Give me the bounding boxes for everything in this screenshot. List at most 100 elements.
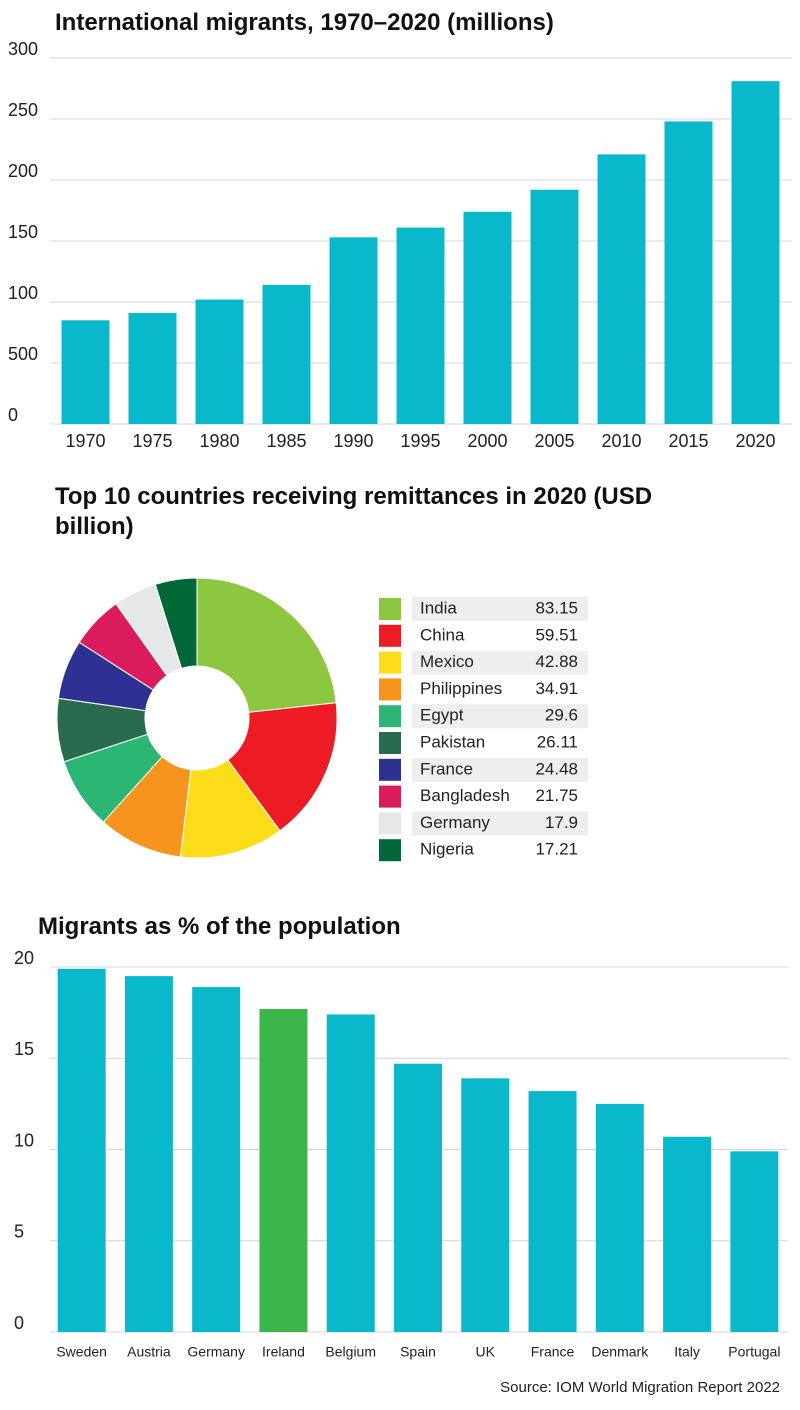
legend-label: Egypt [420,706,464,725]
chart-title: Migrants as % of the population [38,913,401,940]
legend-value: 21.75 [535,786,578,805]
legend-swatch [379,812,401,835]
legend-row-bg [412,597,588,621]
legend-row-bg [412,757,588,782]
legend-swatch [379,705,401,728]
x-tick-label: Denmark [591,1344,649,1360]
legend-swatch [379,732,401,754]
legend-label: Pakistan [420,732,485,751]
x-tick-label: 2020 [735,431,775,451]
x-tick-label: Sweden [56,1344,107,1360]
bar [192,987,241,1332]
legend-value: 26.11 [537,732,578,751]
legend-row-bg [412,704,588,729]
x-tick-label: 2005 [534,431,574,451]
y-tick-label: 0 [14,1313,24,1333]
legend-value: 17.9 [545,813,578,832]
x-tick-label: 1985 [266,431,306,451]
x-tick-label: 1980 [199,431,239,451]
legend-label: Philippines [420,679,502,698]
bar [595,1103,644,1332]
bar [124,976,173,1332]
x-tick-label: Belgium [325,1344,376,1360]
x-tick-label: 1975 [132,431,172,451]
x-tick-label: 1970 [65,431,105,451]
legend-value: 42.88 [535,652,578,671]
legend-swatch [379,651,401,674]
x-tick-label: Germany [187,1344,245,1360]
bar [195,299,244,424]
y-tick-label: 20 [14,948,34,968]
bar [528,1091,577,1332]
x-tick-label: 1995 [400,431,440,451]
legend-value: 17.21 [535,840,578,859]
bar [128,312,177,424]
legend-swatch [379,839,401,862]
x-tick-label: 2015 [668,431,708,451]
bar [329,237,378,424]
y-tick-label: 15 [14,1039,34,1059]
legend-label: France [420,759,473,778]
x-tick-label: Ireland [262,1344,305,1360]
legend-label: Bangladesh [420,786,510,805]
legend-label: Nigeria [420,840,474,859]
x-tick-label: Portugal [728,1344,780,1360]
legend-value: 29.6 [545,706,578,725]
legend-swatch [379,598,401,620]
x-tick-label: UK [476,1344,496,1360]
legend-swatch [379,758,401,781]
y-tick-label: 5 [14,1222,24,1242]
legend-row-bg [412,650,588,675]
y-tick-label: 10 [14,1130,34,1150]
legend-label: Mexico [420,652,474,671]
pie-slice [196,577,337,713]
x-tick-label: 2000 [467,431,507,451]
bar [394,1063,442,1332]
legend-value: 83.15 [535,598,578,617]
x-tick-label: Spain [400,1344,436,1360]
bar [664,121,713,424]
legend-label: China [420,625,465,644]
x-tick-label: 2010 [601,431,641,451]
bar [259,1008,308,1332]
x-tick-label: France [531,1344,575,1360]
source: Source: IOM World Migration Report 2022 [500,1379,780,1396]
legend-value: 34.91 [535,679,578,698]
y-tick-label: 500 [8,344,38,364]
legend-label: Germany [420,813,490,832]
y-tick-label: 0 [8,405,18,425]
y-tick-label: 200 [8,161,38,181]
bar [731,81,780,425]
x-tick-label: Italy [674,1344,700,1360]
legend-label: India [420,598,457,617]
bar [262,284,311,424]
bar [530,189,579,424]
y-tick-label: 150 [8,222,38,242]
legend-swatch [379,624,401,647]
pie-slice [227,702,338,832]
legend-value: 24.48 [535,759,578,778]
x-tick-label: Austria [127,1344,171,1360]
chart-title: Top 10 countries receiving remittances i… [55,483,653,540]
bar [461,1078,510,1332]
bar [463,211,512,424]
bar [57,968,106,1332]
bar [597,154,646,424]
x-tick-label: 1990 [333,431,373,451]
chart-title: International migrants, 1970–2020 (milli… [55,9,554,36]
legend-value: 59.51 [535,625,578,644]
bar [663,1136,712,1332]
legend-swatch [379,785,401,808]
y-tick-label: 300 [8,39,38,59]
pie-slice [154,577,198,669]
bar [396,227,445,424]
bar [326,1014,375,1332]
y-tick-label: 250 [8,100,38,120]
legend-row-bg [412,811,588,836]
bar [730,1151,779,1332]
bar [61,320,110,424]
legend-swatch [379,678,401,701]
y-tick-label: 100 [8,283,38,303]
